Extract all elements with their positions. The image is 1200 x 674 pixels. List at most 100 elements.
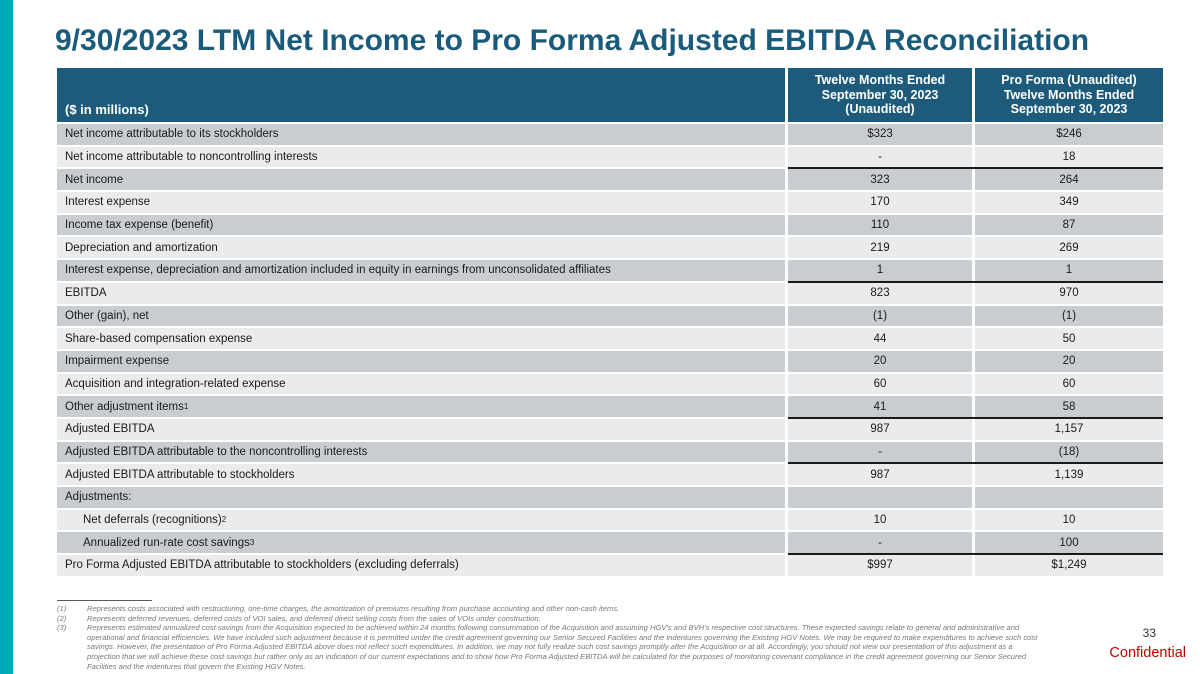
row-value-ltm: 987: [788, 464, 972, 485]
table-row: Other (gain), net (1) (1): [57, 305, 1163, 327]
row-value-proforma: $1,249: [975, 555, 1163, 576]
table-row: Annualized run-rate cost savings 3-100: [57, 532, 1163, 554]
reconciliation-table: ($ in millions) Twelve Months Ended Sept…: [57, 68, 1163, 578]
page-number: 33: [1142, 626, 1156, 640]
footnote-text: Represents deferred revenues, deferred c…: [87, 613, 541, 623]
row-values: $997 $1,249: [785, 553, 1163, 576]
table-header-proforma-column: Pro Forma (Unaudited) Twelve Months Ende…: [975, 68, 1163, 122]
row-label: Pro Forma Adjusted EBITDA attributable t…: [57, 555, 785, 576]
row-value-proforma: 349: [975, 192, 1163, 213]
row-value-proforma: 100: [975, 532, 1163, 554]
row-value-ltm: 323: [788, 169, 972, 191]
row-label: Income tax expense (benefit): [57, 214, 785, 236]
table-header-row: ($ in millions) Twelve Months Ended Sept…: [57, 68, 1163, 122]
row-values: -18: [785, 146, 1163, 168]
table-row: Net deferrals (recognitions) 2 10 10: [57, 509, 1163, 531]
table-row: Other adjustment items 1 41 58: [57, 396, 1163, 417]
row-values: - (18): [785, 441, 1163, 463]
table-row: Net income attributable to its stockhold…: [57, 124, 1163, 145]
row-label: Net income attributable to its stockhold…: [57, 124, 785, 145]
row-value-ltm: [788, 487, 972, 508]
footnotes-section: (1) Represents costs associated with rest…: [57, 600, 1047, 671]
row-label: Interest expense, depreciation and amort…: [57, 260, 785, 281]
row-values: [785, 487, 1163, 508]
row-value-ltm: -: [788, 532, 972, 554]
table-row: Net income attributable to noncontrollin…: [57, 146, 1163, 168]
row-value-proforma: 50: [975, 328, 1163, 349]
row-label: Interest expense: [57, 192, 785, 213]
row-label: Share-based compensation expense: [57, 328, 785, 349]
footnote: (2) Represents deferred revenues, deferre…: [57, 614, 1047, 624]
row-values: 170 349: [785, 192, 1163, 213]
table-row: Share-based compensation expense 44 50: [57, 328, 1163, 349]
row-value-proforma: 264: [975, 169, 1163, 191]
table-row: Adjusted EBITDA attributable to the nonc…: [57, 441, 1163, 463]
table-header-ltm-column: Twelve Months Ended September 30, 2023 (…: [788, 68, 972, 122]
row-values: 323 264: [785, 167, 1163, 191]
footnote: (3) Represents estimated annualized cost …: [57, 623, 1047, 671]
row-label: Other adjustment items 1: [57, 396, 785, 417]
table-row: Depreciation and amortization 219 269: [57, 237, 1163, 259]
table-row: Adjusted EBITDA 987 1,157: [57, 416, 1163, 440]
row-value-ltm: 60: [788, 373, 972, 395]
row-value-proforma: 10: [975, 509, 1163, 531]
row-value-proforma: [975, 487, 1163, 508]
row-value-ltm: $997: [788, 555, 972, 576]
row-value-ltm: (1): [788, 305, 972, 327]
row-value-proforma: 18: [975, 146, 1163, 168]
table-row: Impairment expense 20 20: [57, 350, 1163, 372]
row-values: -100: [785, 532, 1163, 554]
row-value-proforma: 60: [975, 373, 1163, 395]
row-value-ltm: 1: [788, 260, 972, 281]
row-value-proforma: 58: [975, 396, 1163, 417]
row-value-ltm: 823: [788, 282, 972, 304]
row-value-proforma: 1,157: [975, 418, 1163, 440]
row-value-proforma: (1): [975, 305, 1163, 327]
table-row: Adjustments:: [57, 487, 1163, 508]
footnote-text: Represents costs associated with restruc…: [87, 604, 620, 613]
table-row: Pro Forma Adjusted EBITDA attributable t…: [57, 553, 1163, 576]
row-label: Other (gain), net: [57, 305, 785, 327]
row-value-ltm: 41: [788, 396, 972, 417]
row-label: Adjusted EBITDA: [57, 418, 785, 440]
row-value-ltm: 987: [788, 418, 972, 440]
row-label: Depreciation and amortization: [57, 237, 785, 259]
footnote-marker: (3): [57, 623, 67, 633]
row-value-ltm: 219: [788, 237, 972, 259]
row-values: (1) (1): [785, 305, 1163, 327]
row-label: Net income attributable to noncontrollin…: [57, 146, 785, 168]
table-row: Interest expense 170 349: [57, 192, 1163, 213]
row-values: $323 $246: [785, 124, 1163, 145]
row-value-ltm: -: [788, 146, 972, 168]
table-row: Acquisition and integration-related expe…: [57, 373, 1163, 395]
row-label: EBITDA: [57, 282, 785, 304]
row-value-ltm: 20: [788, 350, 972, 372]
row-value-proforma: 1: [975, 260, 1163, 281]
row-values: 41 58: [785, 396, 1163, 417]
row-values: 823 970: [785, 280, 1163, 304]
row-label: Adjusted EBITDA attributable to stockhol…: [57, 464, 785, 485]
row-value-proforma: $246: [975, 124, 1163, 145]
table-row: Adjusted EBITDA attributable to stockhol…: [57, 462, 1163, 485]
row-values: 110 87: [785, 214, 1163, 236]
row-value-proforma: 970: [975, 282, 1163, 304]
footnote: (1) Represents costs associated with rest…: [57, 604, 1047, 614]
row-value-proforma: 1,139: [975, 464, 1163, 485]
row-values: 44 50: [785, 328, 1163, 349]
table-rows: Net income attributable to its stockhold…: [57, 124, 1163, 576]
row-value-ltm: -: [788, 441, 972, 463]
table-row: Income tax expense (benefit) 110 87: [57, 214, 1163, 236]
footnote-separator-line: [57, 600, 152, 601]
row-values: 60 60: [785, 373, 1163, 395]
row-value-proforma: 87: [975, 214, 1163, 236]
row-value-ltm: 110: [788, 214, 972, 236]
page-title: 9/30/2023 LTM Net Income to Pro Forma Ad…: [55, 24, 1090, 57]
row-value-ltm: 10: [788, 509, 972, 531]
row-label: Adjustments:: [57, 487, 785, 508]
footnote-marker: (2): [57, 613, 67, 623]
row-values: 219 269: [785, 237, 1163, 259]
row-label: Net income: [57, 169, 785, 191]
row-values: 10 10: [785, 509, 1163, 531]
